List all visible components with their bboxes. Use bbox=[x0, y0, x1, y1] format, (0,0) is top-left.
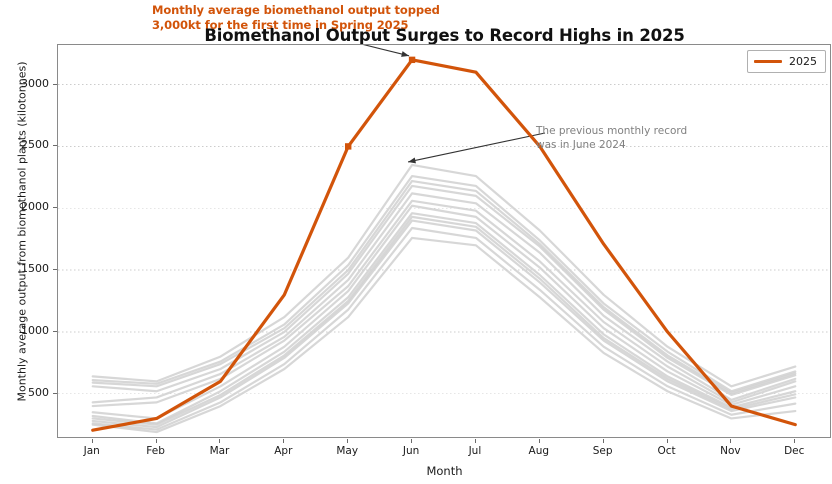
y-tick-label-1500: 1500 bbox=[21, 262, 49, 276]
x-tick-mark-sep bbox=[602, 439, 604, 443]
y-tick-label-2500: 2500 bbox=[21, 138, 49, 152]
plot-area bbox=[57, 44, 831, 438]
record-annotation-arrow bbox=[363, 45, 410, 57]
x-tick-mark-jul bbox=[474, 439, 476, 443]
y-tick-label-1000: 1000 bbox=[21, 323, 49, 337]
x-tick-label-oct: Oct bbox=[657, 445, 676, 457]
background-series-line bbox=[91, 219, 797, 429]
background-series-line bbox=[91, 212, 797, 425]
y-tick-mark-2000 bbox=[53, 207, 57, 209]
x-tick-label-apr: Apr bbox=[274, 445, 293, 457]
background-series-line bbox=[91, 204, 797, 420]
x-tick-mark-aug bbox=[538, 439, 540, 443]
y-tick-label-3000: 3000 bbox=[21, 76, 49, 90]
record-annotation: Monthly average biomethanol output toppe… bbox=[152, 3, 452, 32]
background-series-line bbox=[91, 163, 797, 388]
x-tick-label-sep: Sep bbox=[592, 445, 613, 457]
y-tick-mark-500 bbox=[53, 392, 57, 394]
x-tick-label-dec: Dec bbox=[784, 445, 805, 457]
record-annotation-line-1: Monthly average biomethanol output toppe… bbox=[152, 3, 440, 17]
background-series-line bbox=[91, 192, 797, 404]
x-axis-label: Month bbox=[426, 464, 463, 478]
y-tick-mark-3000 bbox=[53, 83, 57, 85]
data-point-marker-jun bbox=[408, 56, 416, 64]
x-tick-mark-jun bbox=[411, 439, 413, 443]
plot-svg bbox=[58, 45, 830, 434]
y-tick-mark-1500 bbox=[53, 269, 57, 271]
x-tick-label-jan: Jan bbox=[83, 445, 100, 457]
legend-swatch-2025 bbox=[754, 60, 782, 63]
x-tick-label-aug: Aug bbox=[528, 445, 550, 457]
x-tick-label-nov: Nov bbox=[720, 445, 741, 457]
chart-legend[interactable]: 2025 bbox=[747, 50, 826, 73]
background-series-line bbox=[91, 179, 797, 395]
x-tick-mark-nov bbox=[730, 439, 732, 443]
previous-record-annotation: The previous monthly record was in June … bbox=[536, 124, 766, 152]
y-tick-label-500: 500 bbox=[28, 385, 49, 399]
x-tick-mark-mar bbox=[219, 439, 221, 443]
y-tick-label-2000: 2000 bbox=[21, 200, 49, 214]
background-series-line bbox=[91, 215, 797, 426]
background-series-line bbox=[91, 184, 797, 397]
x-tick-mark-may bbox=[347, 439, 349, 443]
previous-record-annotation-line-1: The previous monthly record bbox=[536, 125, 688, 137]
background-series-line bbox=[91, 174, 797, 393]
series-line-2025 bbox=[91, 58, 797, 432]
x-tick-label-jun: Jun bbox=[402, 445, 420, 457]
background-series-line bbox=[91, 236, 797, 434]
background-series-line bbox=[91, 199, 797, 408]
y-tick-mark-2500 bbox=[53, 145, 57, 147]
background-series-line bbox=[91, 226, 797, 431]
x-tick-label-feb: Feb bbox=[146, 445, 165, 457]
x-tick-mark-jan bbox=[91, 439, 93, 443]
previous-record-annotation-line-2: was in June 2024 bbox=[536, 139, 626, 151]
x-tick-mark-dec bbox=[794, 439, 796, 443]
x-tick-mark-apr bbox=[283, 439, 285, 443]
x-tick-mark-feb bbox=[155, 439, 157, 443]
y-tick-mark-1000 bbox=[53, 330, 57, 332]
chart-title: Biomethanol Output Surges to Record High… bbox=[204, 26, 685, 45]
x-tick-mark-oct bbox=[666, 439, 668, 443]
record-annotation-line-2: 3,000kt for the first time in Spring 202… bbox=[152, 17, 409, 32]
legend-label-2025: 2025 bbox=[789, 55, 817, 68]
x-tick-label-jul: Jul bbox=[468, 445, 482, 457]
x-tick-label-mar: Mar bbox=[209, 445, 230, 457]
x-tick-label-may: May bbox=[336, 445, 359, 457]
previous-record-annotation-arrow bbox=[407, 132, 546, 164]
data-point-marker-may bbox=[345, 143, 352, 150]
